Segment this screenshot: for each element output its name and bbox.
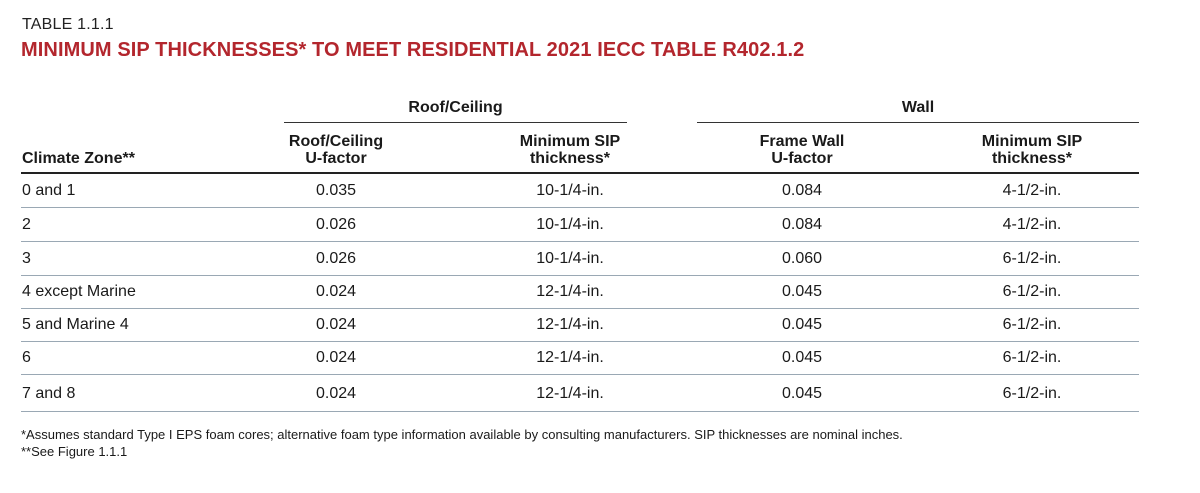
wall-sip-thickness-cell: 4-1/2-in. (1002, 216, 1062, 233)
wall-u-factor-cell: 0.045 (781, 316, 823, 333)
column-header-wall-sip-thickness: Minimum SIP thickness* (932, 133, 1132, 167)
column-header-roof-sip-thickness: Minimum SIP thickness* (470, 133, 670, 167)
roof-u-factor-cell: 0.024 (315, 283, 357, 300)
climate-zone-cell: 2 (22, 216, 31, 233)
footnote-foam-cores: *Assumes standard Type I EPS foam cores;… (21, 427, 903, 442)
column-header-wall-sip-thickness-line1: Minimum SIP (981, 133, 1083, 150)
climate-zone-cell: 5 and Marine 4 (22, 316, 129, 333)
column-header-wall-u-factor-line2: U-factor (771, 150, 833, 167)
column-header-wall-u-factor: Frame Wall U-factor (702, 133, 902, 167)
table-row: 7 and 8 0.024 12-1/4-in. 0.045 6-1/2-in. (21, 376, 1139, 412)
column-header-roof-sip-thickness-line1: Minimum SIP (519, 133, 621, 150)
group-header-wall: Wall (901, 99, 935, 116)
wall-sip-thickness-cell: 4-1/2-in. (1002, 182, 1062, 199)
table-title: MINIMUM SIP THICKNESSES* TO MEET RESIDEN… (21, 39, 805, 61)
roof-sip-thickness-cell: 12-1/4-in. (536, 385, 604, 402)
climate-zone-cell: 0 and 1 (22, 182, 76, 199)
roof-u-factor-cell: 0.026 (315, 250, 357, 267)
table-row: 4 except Marine 0.024 12-1/4-in. 0.045 6… (21, 275, 1139, 309)
wall-u-factor-cell: 0.084 (781, 182, 823, 199)
climate-zone-cell: 4 except Marine (22, 283, 136, 300)
roof-sip-thickness-cell: 12-1/4-in. (536, 283, 604, 300)
climate-zone-cell: 7 and 8 (22, 385, 76, 402)
column-header-roof-sip-thickness-line2: thickness* (529, 150, 611, 167)
table-row: 5 and Marine 4 0.024 12-1/4-in. 0.045 6-… (21, 308, 1139, 342)
climate-zone-cell: 6 (22, 349, 31, 366)
wall-u-factor-cell: 0.045 (781, 385, 823, 402)
group-rule-wall (697, 122, 1139, 123)
roof-sip-thickness-cell: 10-1/4-in. (536, 216, 604, 233)
column-header-climate-zone: Climate Zone** (22, 150, 135, 167)
roof-u-factor-cell: 0.024 (315, 349, 357, 366)
column-header-roof-u-factor-line2: U-factor (305, 150, 367, 167)
wall-u-factor-cell: 0.060 (781, 250, 823, 267)
column-header-roof-u-factor-line1: Roof/Ceiling (288, 133, 384, 150)
wall-u-factor-cell: 0.084 (781, 216, 823, 233)
roof-u-factor-cell: 0.024 (315, 385, 357, 402)
group-rule-roof-ceiling (284, 122, 627, 123)
table-row: 0 and 1 0.035 10-1/4-in. 0.084 4-1/2-in. (21, 174, 1139, 208)
roof-sip-thickness-cell: 12-1/4-in. (536, 316, 604, 333)
column-header-roof-u-factor: Roof/Ceiling U-factor (236, 133, 436, 167)
table-row: 3 0.026 10-1/4-in. 0.060 6-1/2-in. (21, 242, 1139, 276)
group-header-roof-ceiling: Roof/Ceiling (408, 99, 503, 116)
climate-zone-cell: 3 (22, 250, 31, 267)
wall-sip-thickness-cell: 6-1/2-in. (1002, 250, 1062, 267)
roof-sip-thickness-cell: 10-1/4-in. (536, 250, 604, 267)
roof-sip-thickness-cell: 12-1/4-in. (536, 349, 604, 366)
wall-u-factor-cell: 0.045 (781, 349, 823, 366)
roof-u-factor-cell: 0.035 (315, 182, 357, 199)
header-rule (21, 172, 1139, 174)
roof-u-factor-cell: 0.024 (315, 316, 357, 333)
table-row: 2 0.026 10-1/4-in. 0.084 4-1/2-in. (21, 208, 1139, 242)
column-header-wall-sip-thickness-line2: thickness* (991, 150, 1073, 167)
roof-sip-thickness-cell: 10-1/4-in. (536, 182, 604, 199)
wall-sip-thickness-cell: 6-1/2-in. (1002, 316, 1062, 333)
wall-u-factor-cell: 0.045 (781, 283, 823, 300)
table-label: TABLE 1.1.1 (22, 16, 114, 33)
footnote-see-figure: **See Figure 1.1.1 (21, 444, 128, 459)
roof-u-factor-cell: 0.026 (315, 216, 357, 233)
column-header-wall-u-factor-line1: Frame Wall (759, 133, 845, 150)
wall-sip-thickness-cell: 6-1/2-in. (1002, 349, 1062, 366)
wall-sip-thickness-cell: 6-1/2-in. (1002, 385, 1062, 402)
wall-sip-thickness-cell: 6-1/2-in. (1002, 283, 1062, 300)
table-row: 6 0.024 12-1/4-in. 0.045 6-1/2-in. (21, 341, 1139, 375)
